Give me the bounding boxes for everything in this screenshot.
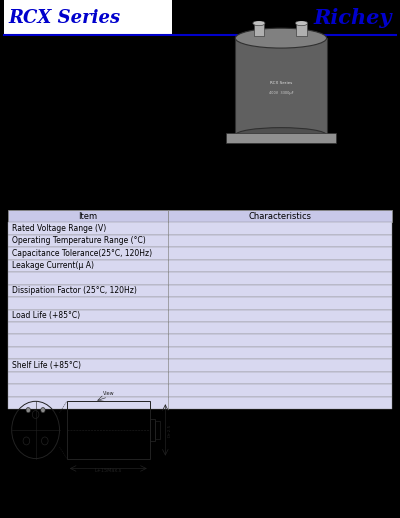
Text: Leakage Current(μ A): Leakage Current(μ A) — [12, 262, 94, 270]
Bar — [8, 322, 392, 335]
Ellipse shape — [235, 127, 326, 142]
Bar — [8, 310, 392, 322]
Bar — [67, 401, 150, 458]
Bar — [254, 23, 264, 36]
Bar — [8, 210, 392, 222]
Bar — [8, 297, 392, 310]
Bar — [8, 372, 392, 384]
Bar — [8, 397, 392, 409]
Text: D+2.5: D+2.5 — [168, 423, 172, 437]
Text: RCX Series: RCX Series — [270, 81, 292, 85]
Bar — [8, 347, 392, 359]
Text: Operating Temperature Range (°C): Operating Temperature Range (°C) — [12, 236, 146, 246]
Bar — [8, 335, 392, 347]
Bar — [155, 421, 160, 439]
Bar — [8, 260, 392, 272]
Text: Item: Item — [78, 211, 98, 221]
Bar — [8, 384, 392, 397]
Bar — [296, 23, 307, 36]
Bar — [8, 359, 392, 372]
Text: Richey: Richey — [314, 8, 392, 27]
Text: RCX Series: RCX Series — [8, 9, 120, 26]
Text: Shelf Life (+85°C): Shelf Life (+85°C) — [12, 361, 81, 370]
Bar — [8, 284, 392, 297]
Text: Dissipation Factor (25°C, 120Hz): Dissipation Factor (25°C, 120Hz) — [12, 286, 137, 295]
Text: Capacitance Tolerance(25°C, 120Hz): Capacitance Tolerance(25°C, 120Hz) — [12, 249, 152, 258]
Text: Characteristics: Characteristics — [248, 211, 312, 221]
Text: L+15Max.s: L+15Max.s — [95, 468, 122, 473]
Bar — [8, 222, 392, 235]
Ellipse shape — [235, 28, 326, 48]
Text: Load Life (+85°C): Load Life (+85°C) — [12, 311, 80, 320]
Bar — [8, 247, 392, 260]
Bar — [4, 0, 172, 35]
Ellipse shape — [295, 21, 308, 26]
Circle shape — [41, 408, 45, 413]
Text: View: View — [102, 391, 114, 396]
Ellipse shape — [253, 21, 265, 26]
Bar — [150, 419, 155, 441]
Text: Rated Voltage Range (V): Rated Voltage Range (V) — [12, 224, 106, 233]
Bar — [235, 38, 326, 135]
Bar — [8, 235, 392, 247]
Circle shape — [26, 408, 30, 413]
Text: 400V  3300μF: 400V 3300μF — [269, 91, 293, 95]
Bar — [226, 133, 336, 142]
Bar — [8, 272, 392, 284]
